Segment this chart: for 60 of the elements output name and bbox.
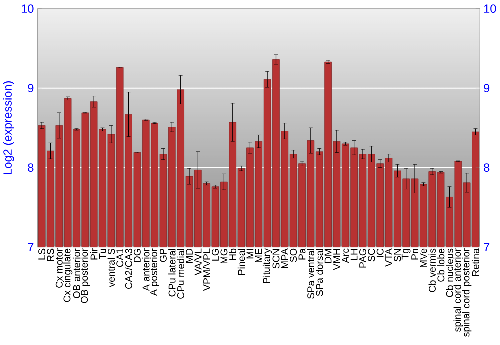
x-tick-label: VTA bbox=[386, 248, 392, 267]
x-tick-label: Pineal bbox=[238, 249, 246, 276]
x-tick-label: LS bbox=[38, 249, 46, 260]
x-tick-label: Arc bbox=[342, 248, 350, 264]
x-tick-label: GP bbox=[160, 249, 167, 262]
x-tick-label: SPa dorsal bbox=[316, 249, 324, 296]
x-tick-label: spinal cord anterior bbox=[454, 248, 463, 332]
y-axis-title: Log2 (expression) bbox=[3, 82, 14, 174]
x-tick-label: Tu bbox=[99, 249, 106, 260]
x-tick-label: SO bbox=[290, 249, 298, 262]
x-tick-label: Cb vermis bbox=[428, 248, 436, 292]
x-tick-label: A posterior bbox=[150, 248, 160, 296]
x-tick-label: SN bbox=[394, 249, 402, 262]
x-tick-label: SPa ventral bbox=[307, 249, 315, 300]
x-tick-label: DM bbox=[324, 249, 332, 264]
x-tick-label: IC bbox=[376, 248, 384, 258]
x-tick-label: VA/VL bbox=[194, 248, 202, 276]
y-tick-label: 10 bbox=[22, 4, 34, 14]
x-tick-label: SCN bbox=[272, 249, 280, 269]
x-tick-label: MI bbox=[246, 249, 254, 259]
x-tick-label: LH bbox=[350, 249, 358, 260]
x-tick-label: SC bbox=[368, 248, 376, 262]
x-tick-label: RS bbox=[47, 249, 54, 262]
x-tick-label: CPu lateral bbox=[168, 249, 176, 297]
x-tick-label: Pa bbox=[298, 248, 306, 260]
x-tick-label: Cx motor bbox=[56, 248, 63, 288]
y2-tick-label: 8 bbox=[484, 164, 490, 172]
x-tick-label: Cx cingulate bbox=[63, 249, 73, 302]
y2-tick-label: 10 bbox=[484, 4, 496, 14]
x-tick-label: spinal cord posterior bbox=[462, 248, 472, 337]
x-tick-label: ventral S bbox=[108, 249, 116, 288]
x-tick-label: MD bbox=[186, 249, 193, 264]
x-tick-label: VPM/VPL bbox=[203, 248, 210, 292]
x-tick-label: VMH bbox=[334, 249, 340, 270]
x-tick-label: OB anterior bbox=[73, 248, 80, 298]
x-tick-label: CPu medial bbox=[177, 249, 184, 299]
x-tick-label: MPA bbox=[282, 248, 288, 268]
x-tick-label: CA1 bbox=[116, 249, 124, 268]
x-tick-label: LG bbox=[212, 249, 220, 261]
x-tick-label: Cb lobe bbox=[437, 249, 445, 282]
x-tick-label: DG bbox=[134, 249, 141, 263]
y2-tick-label: 7 bbox=[484, 243, 490, 252]
x-tick-label: Cb nucleus bbox=[446, 248, 454, 298]
y-tick-label: 8 bbox=[28, 164, 34, 172]
x-tick-label: Hb bbox=[229, 248, 236, 260]
x-tick-label: PAG bbox=[360, 249, 366, 268]
x-tick-label: OB posterior bbox=[80, 248, 90, 304]
x-tick-label: Retina bbox=[472, 248, 480, 276]
x-tick-label: Pn bbox=[412, 249, 418, 260]
x-tick-label: MG bbox=[220, 249, 228, 264]
x-tick-label: Tg bbox=[402, 249, 411, 260]
x-tick-label: Pir bbox=[90, 248, 98, 260]
y-tick-label: 9 bbox=[28, 84, 34, 93]
x-tick-label: CA2/CA3 bbox=[125, 248, 132, 290]
y-tick-label: 7 bbox=[28, 243, 34, 252]
x-tick-label: Pituitary bbox=[262, 248, 272, 284]
x-tick-label: MVe bbox=[420, 248, 428, 268]
x-tick-label: A anterior bbox=[142, 248, 150, 292]
x-tick-label: ME bbox=[256, 248, 262, 263]
y2-tick-label: 9 bbox=[484, 84, 490, 93]
